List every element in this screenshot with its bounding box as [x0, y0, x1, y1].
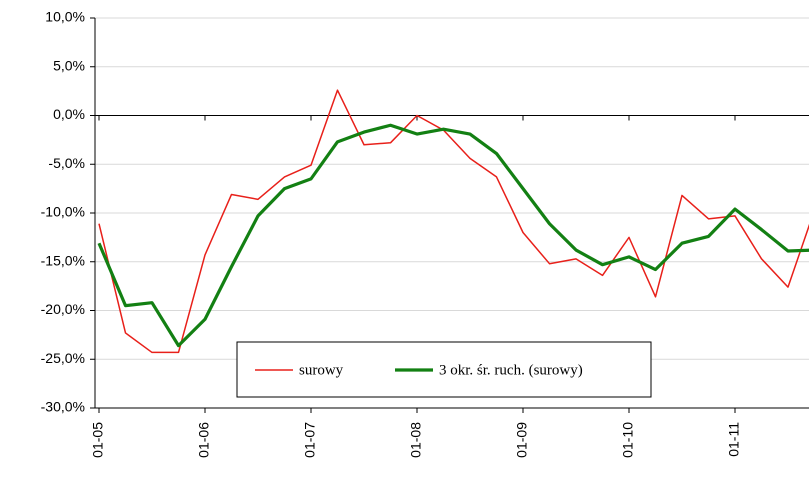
x-tick-label: 01-07 [302, 422, 318, 458]
legend-label: surowy [299, 362, 344, 378]
y-tick-label: -15,0% [41, 252, 85, 268]
series-line [98, 89, 809, 354]
y-tick-label: -10,0% [41, 204, 85, 220]
y-tick-label: 5,0% [53, 57, 85, 73]
x-tick-label: 01-09 [514, 422, 530, 458]
x-tick-label: 01-08 [408, 422, 424, 458]
x-tick-label: 01-10 [620, 422, 636, 458]
plot-area [97, 89, 809, 354]
x-tick-label: 01-05 [90, 422, 106, 458]
y-tick-label: -5,0% [48, 155, 85, 171]
legend-box [236, 341, 652, 398]
x-tick-label: 01-11 [726, 422, 742, 457]
y-tick-label: 0,0% [53, 106, 85, 122]
legend-label: 3 okr. śr. ruch. (surowy) [439, 362, 583, 378]
y-tick-label: 10,0% [45, 9, 85, 25]
y-tick-label: -20,0% [41, 301, 85, 317]
series-line [97, 123, 809, 348]
y-tick-label: -25,0% [41, 350, 85, 366]
x-tick-label: 01-06 [196, 422, 212, 458]
y-tick-label: -30,0% [41, 399, 85, 415]
